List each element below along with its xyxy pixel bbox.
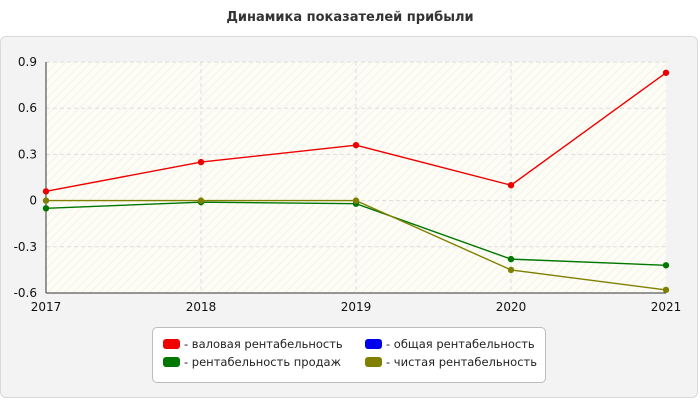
legend-item-sales[interactable]: - рентабельность продаж	[163, 355, 341, 369]
data-point	[507, 182, 515, 189]
data-point	[352, 197, 360, 204]
legend-swatch-net	[365, 357, 382, 367]
data-point	[42, 188, 50, 195]
legend-swatch-sales	[163, 357, 180, 367]
data-point	[662, 262, 670, 269]
chart-title: Динамика показателей прибыли	[226, 10, 474, 25]
legend-label-net: - чистая рентабельность	[386, 355, 538, 369]
data-point	[507, 255, 515, 263]
data-point	[42, 205, 50, 212]
x-tick-label: 2018	[186, 300, 217, 314]
y-tick-label: -0.3	[14, 240, 37, 254]
legend: - валовая рентабельность - общая рентабе…	[152, 327, 546, 383]
data-point	[352, 141, 360, 149]
legend-item-total[interactable]: - общая рентабельность	[365, 337, 535, 351]
x-tick-label: 2019	[341, 300, 372, 314]
x-tick-label: 2020	[496, 300, 527, 314]
legend-item-net[interactable]: - чистая рентабельность	[365, 355, 537, 369]
y-tick-label: -0.6	[14, 286, 37, 300]
y-tick-label: 0	[29, 194, 37, 208]
data-point	[507, 266, 515, 274]
legend-swatch-total	[365, 339, 382, 349]
y-tick-label: 0.6	[18, 101, 37, 115]
x-tick-label: 2021	[651, 300, 682, 314]
legend-item-gross[interactable]: - валовая рентабельность	[163, 337, 343, 351]
data-point	[662, 69, 670, 76]
x-tick-label: 2017	[31, 300, 62, 314]
legend-label-sales: - рентабельность продаж	[184, 355, 341, 369]
legend-swatch-gross	[163, 339, 180, 349]
y-tick-label: 0.9	[18, 55, 37, 69]
legend-label-gross: - валовая рентабельность	[184, 337, 343, 351]
y-tick-label: 0.3	[18, 147, 37, 161]
legend-label-total: - общая рентабельность	[386, 337, 535, 351]
data-point	[197, 158, 205, 166]
data-point	[42, 197, 50, 204]
data-point	[662, 286, 670, 294]
data-point	[197, 197, 205, 204]
